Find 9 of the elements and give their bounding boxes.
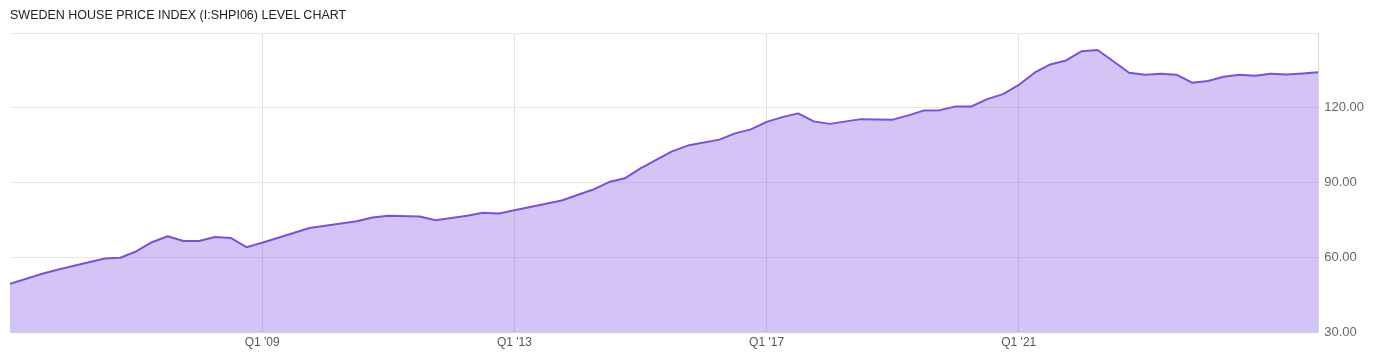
x-tick-label: Q1 '09 [244, 335, 280, 350]
y-tick-label: 120.00 [1324, 99, 1364, 115]
chart-title: SWEDEN HOUSE PRICE INDEX (I:SHPI06) LEVEL CHART [10, 8, 347, 22]
y-tick-label: 90.00 [1324, 174, 1357, 190]
x-tick-label: Q1 '21 [1001, 335, 1037, 350]
y-tick-label: 30.00 [1324, 324, 1357, 340]
x-tick-label: Q1 '13 [496, 335, 533, 350]
x-tick-label: Q1 '17 [749, 335, 785, 350]
y-tick-label: 60.00 [1324, 249, 1357, 265]
